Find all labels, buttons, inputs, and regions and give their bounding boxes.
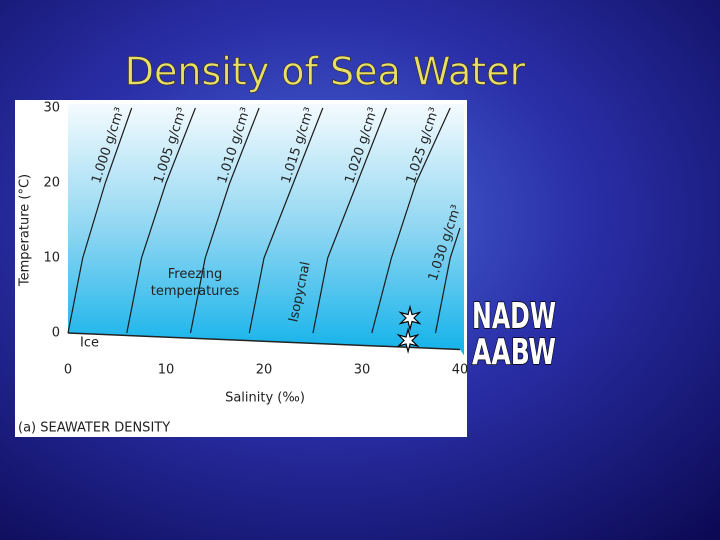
y-axis-title: Temperature (°C) xyxy=(18,174,33,287)
water-mass-label: NADW xyxy=(472,296,556,337)
y-tick-label: 0 xyxy=(52,326,60,341)
plot-area xyxy=(68,104,464,355)
x-tick-label: 20 xyxy=(256,363,273,378)
y-tick-label: 20 xyxy=(43,176,60,191)
isopycnal xyxy=(248,107,324,334)
isopycnal xyxy=(67,107,133,334)
annotation: Freezing temperatures xyxy=(150,267,240,299)
slide-title: Density of Sea Water xyxy=(125,50,526,94)
isopycnal xyxy=(312,107,388,334)
isopycnal xyxy=(189,107,260,334)
y-tick-label: 30 xyxy=(43,101,60,116)
x-tick-label: 0 xyxy=(64,363,72,378)
y-tick-label: 10 xyxy=(43,251,60,266)
freezing-line xyxy=(67,332,461,351)
x-tick-label: 10 xyxy=(158,363,175,378)
water-mass-label: AABW xyxy=(472,332,556,373)
x-tick-label: 30 xyxy=(354,363,371,378)
annotation-box: Freezing temperatures xyxy=(150,267,240,299)
caption: (a) SEAWATER DENSITY xyxy=(18,421,170,436)
x-tick-label: 40 xyxy=(452,363,469,378)
isopycnal xyxy=(126,107,196,334)
water-mass-star xyxy=(398,304,422,332)
isopycnal xyxy=(434,227,461,334)
isopycnal xyxy=(371,107,451,334)
annotation: Ice xyxy=(80,336,99,351)
water-mass-star xyxy=(396,327,420,354)
ice-region xyxy=(68,333,464,356)
x-axis-title: Salinity (‰) xyxy=(225,391,305,406)
